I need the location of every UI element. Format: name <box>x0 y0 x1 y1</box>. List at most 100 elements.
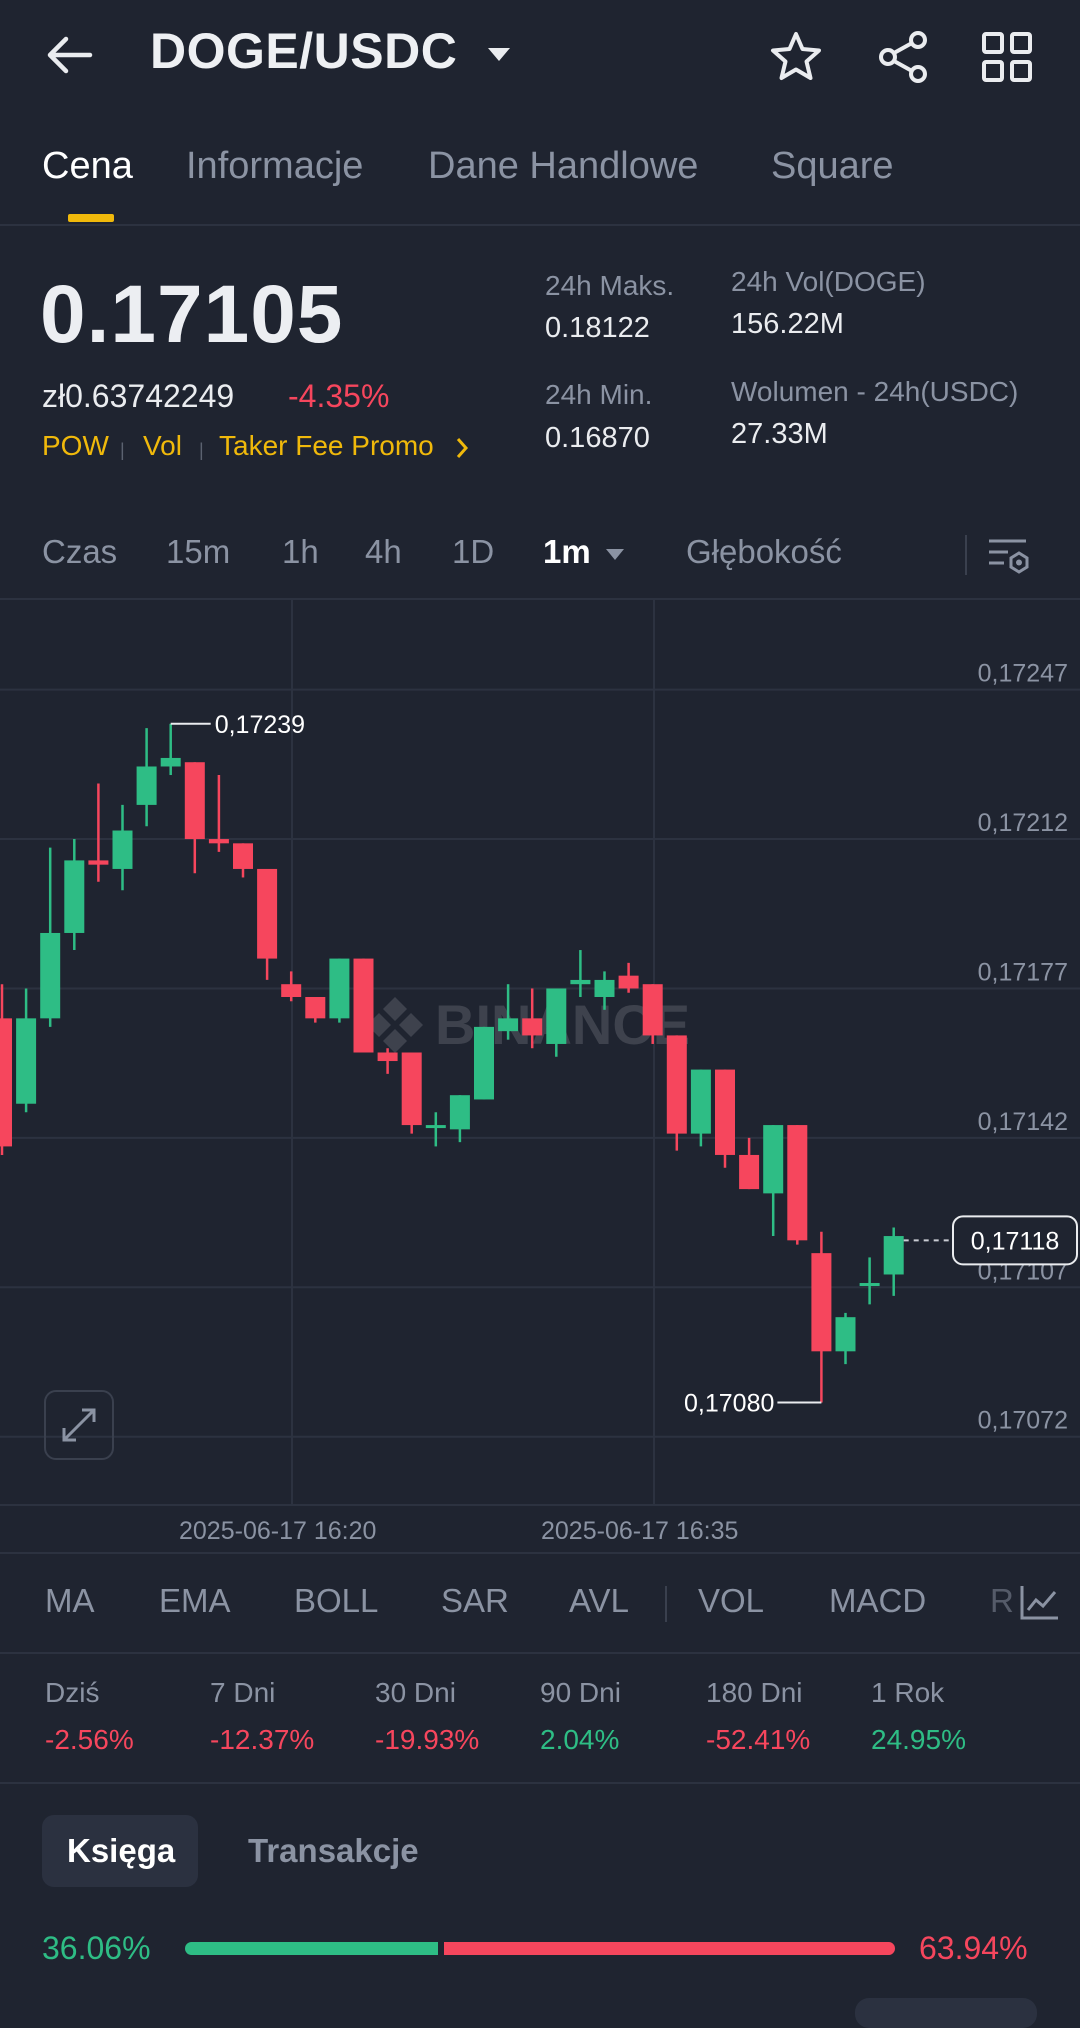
indicator-ema[interactable]: EMA <box>159 1582 231 1619</box>
period-label-today: Dziś <box>45 1677 100 1708</box>
indicator-avl[interactable]: AVL <box>569 1582 629 1619</box>
period-label-180d: 180 Dni <box>706 1677 803 1708</box>
chart-grid <box>0 600 1080 1506</box>
candle-body <box>136 766 157 805</box>
candle-body <box>811 1253 832 1352</box>
candle-body <box>883 1236 904 1275</box>
chart-settings-icon[interactable] <box>986 535 1032 575</box>
divider <box>0 224 1080 226</box>
tab-orderbook[interactable] <box>42 1815 198 1887</box>
candle-body <box>208 839 229 844</box>
high-marker-label: 0,17239 <box>215 711 305 739</box>
indicator-ma[interactable]: MA <box>45 1582 95 1619</box>
candle-body <box>329 958 350 1019</box>
stat-low-value: 0.16870 <box>545 422 650 454</box>
x-axis-label: 2025-06-17 16:20 <box>179 1517 377 1545</box>
timeframe-time[interactable]: Czas <box>42 533 118 570</box>
y-axis: 0,172470,172120,171770,171420,171070,170… <box>978 660 1068 1435</box>
indicator-more[interactable]: R <box>990 1582 1014 1619</box>
last-price-label: 0,17118 <box>971 1227 1060 1255</box>
buy-percentage: 36.06% <box>42 1930 151 1966</box>
candle-body <box>184 762 205 840</box>
price-change: -4.35% <box>288 378 390 414</box>
last-price-box <box>952 1215 1078 1266</box>
candle-body <box>474 1026 494 1100</box>
grid-menu-icon[interactable] <box>980 30 1034 84</box>
favorite-star-icon[interactable] <box>768 30 824 84</box>
candle-body <box>739 1154 760 1190</box>
divider <box>0 1782 1080 1784</box>
candle-body <box>522 1018 543 1036</box>
period-value-90d: 2.04% <box>540 1724 620 1755</box>
tab-trading-data[interactable]: Dane Handlowe <box>428 145 699 187</box>
sell-ratio-bar <box>443 1942 895 1955</box>
y-tick-label: 0,17212 <box>978 809 1068 837</box>
tab-info[interactable]: Informacje <box>186 145 364 187</box>
indicator-vol[interactable]: VOL <box>698 1582 765 1619</box>
candle-body <box>835 1317 856 1352</box>
divider <box>0 598 1080 600</box>
tag-separator: | <box>199 440 204 460</box>
pair-title[interactable]: DOGE/USDC <box>150 23 458 79</box>
indicator-sar[interactable]: SAR <box>441 1582 509 1619</box>
candlestick-chart[interactable]: BINANCE 0,172470,172120,171770,171420,17… <box>0 600 1080 1540</box>
price-markers: 0,17239 0,17080 0,17118 <box>170 711 1078 1418</box>
period-value-1y: 24.95% <box>871 1724 966 1755</box>
tag-vol[interactable]: Vol <box>143 430 182 461</box>
bottom-panel-edge <box>855 1998 1037 2028</box>
candle-body <box>88 860 109 865</box>
timeframe-4h[interactable]: 4h <box>365 533 402 570</box>
timeframe-1d[interactable]: 1D <box>452 533 495 570</box>
candle-body <box>449 1095 470 1130</box>
tab-orderbook-label[interactable]: Księga <box>67 1832 176 1869</box>
indicator-settings-icon[interactable] <box>1018 1582 1060 1622</box>
stat-vol-base-label: 24h Vol(DOGE) <box>731 266 926 297</box>
candle-body <box>257 868 278 959</box>
buy-ratio-bar <box>185 1942 439 1955</box>
indicator-macd[interactable]: MACD <box>829 1582 927 1619</box>
tag-taker-fee-promo[interactable]: Taker Fee Promo <box>219 430 434 461</box>
pair-dropdown-icon[interactable] <box>485 44 513 64</box>
candle-body <box>16 1018 37 1104</box>
stat-high-label: 24h Maks. <box>545 270 675 301</box>
vertical-divider <box>965 535 967 575</box>
period-value-180d: -52.41% <box>706 1724 811 1755</box>
candle-body <box>401 1052 422 1126</box>
candle-body <box>570 979 591 985</box>
timeframe-1h[interactable]: 1h <box>282 533 319 570</box>
period-label-1y: 1 Rok <box>871 1677 945 1708</box>
divider <box>0 1652 1080 1654</box>
expand-icon <box>62 1408 96 1442</box>
back-button[interactable] <box>40 28 104 82</box>
candle-body <box>353 958 374 1053</box>
y-tick-label: 0,17072 <box>978 1407 1068 1435</box>
candle-body <box>859 1283 880 1287</box>
timeframe-selected[interactable]: 1m <box>543 533 591 570</box>
fullscreen-button[interactable] <box>44 1390 114 1460</box>
candle-body <box>690 1069 711 1134</box>
y-tick-label: 0,17142 <box>978 1108 1068 1136</box>
tab-price[interactable]: Cena <box>42 145 133 187</box>
stat-vol-quote-value: 27.33M <box>731 418 828 450</box>
depth-tab[interactable]: Głębokość <box>686 533 842 570</box>
timeframe-15m[interactable]: 15m <box>166 533 231 570</box>
share-icon[interactable] <box>874 28 932 86</box>
stat-vol-quote-label: Wolumen - 24h(USDC) <box>731 376 1019 407</box>
timeframe-dropdown-icon[interactable] <box>604 546 626 562</box>
tab-trades[interactable]: Transakcje <box>248 1832 419 1869</box>
candle-body <box>594 979 615 998</box>
candle-body <box>281 984 302 998</box>
chevron-right-icon[interactable] <box>454 436 470 460</box>
active-tab-indicator <box>68 214 114 222</box>
x-axis-label: 2025-06-17 16:35 <box>541 1517 739 1545</box>
low-marker-label: 0,17080 <box>684 1390 774 1418</box>
tab-square[interactable]: Square <box>771 145 894 187</box>
indicator-boll[interactable]: BOLL <box>294 1582 379 1619</box>
tag-pow[interactable]: POW <box>42 430 109 461</box>
candle-body <box>763 1125 784 1194</box>
candle-body <box>233 843 253 869</box>
period-label-90d: 90 Dni <box>540 1677 621 1708</box>
y-tick-label: 0,17247 <box>978 660 1068 688</box>
fiat-price: zł0.63742249 <box>42 378 235 414</box>
candle-body <box>0 1018 12 1147</box>
